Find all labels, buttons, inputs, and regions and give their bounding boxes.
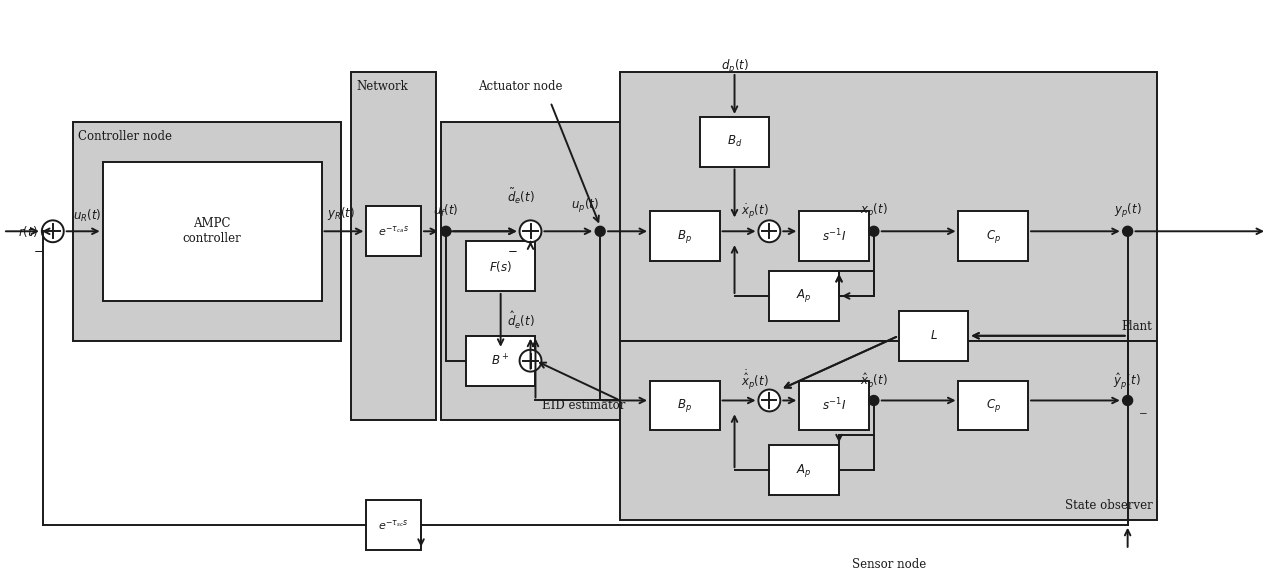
Text: $\hat{d}_e(t)$: $\hat{d}_e(t)$ xyxy=(507,310,534,331)
Text: $-$: $-$ xyxy=(507,243,517,256)
Circle shape xyxy=(759,220,780,242)
Text: $\hat{x}_p(t)$: $\hat{x}_p(t)$ xyxy=(860,371,887,390)
Text: $A_p$: $A_p$ xyxy=(797,288,812,304)
Circle shape xyxy=(42,220,64,242)
FancyBboxPatch shape xyxy=(649,211,719,261)
Text: $e^{-\tau_{ca}s}$: $e^{-\tau_{ca}s}$ xyxy=(379,224,409,238)
Text: $F(s)$: $F(s)$ xyxy=(489,259,512,274)
Circle shape xyxy=(595,227,605,236)
FancyBboxPatch shape xyxy=(72,122,342,341)
Text: Plant: Plant xyxy=(1122,320,1153,333)
Text: $r(t)$: $r(t)$ xyxy=(18,224,38,239)
Text: $u_p(t)$: $u_p(t)$ xyxy=(572,198,599,216)
Circle shape xyxy=(441,227,451,236)
FancyBboxPatch shape xyxy=(465,336,535,386)
Text: $y_R(t)$: $y_R(t)$ xyxy=(328,205,356,222)
FancyBboxPatch shape xyxy=(769,445,839,495)
FancyBboxPatch shape xyxy=(366,206,421,256)
FancyBboxPatch shape xyxy=(649,381,719,431)
Circle shape xyxy=(520,350,541,372)
Circle shape xyxy=(1122,227,1132,236)
Text: Controller node: Controller node xyxy=(78,130,172,143)
Circle shape xyxy=(759,389,780,411)
Text: $L$: $L$ xyxy=(929,329,938,342)
FancyBboxPatch shape xyxy=(441,122,630,421)
Text: $B_d$: $B_d$ xyxy=(727,134,742,149)
Text: $y_p(t)$: $y_p(t)$ xyxy=(1113,202,1141,220)
Text: $x_p(t)$: $x_p(t)$ xyxy=(860,202,887,220)
FancyBboxPatch shape xyxy=(799,381,869,431)
Text: $\hat{y}_p(t)$: $\hat{y}_p(t)$ xyxy=(1112,371,1140,390)
Text: $-$: $-$ xyxy=(1138,408,1148,417)
Circle shape xyxy=(1122,396,1132,406)
FancyBboxPatch shape xyxy=(799,211,869,261)
Text: $\dot{x}_p(t)$: $\dot{x}_p(t)$ xyxy=(741,202,768,221)
Text: $C_p$: $C_p$ xyxy=(986,228,1000,245)
FancyBboxPatch shape xyxy=(103,162,322,301)
Text: Actuator node: Actuator node xyxy=(478,81,563,94)
Circle shape xyxy=(869,227,878,236)
Text: AMPC
controller: AMPC controller xyxy=(183,217,241,245)
Text: $s^{-1}I$: $s^{-1}I$ xyxy=(822,397,846,414)
FancyBboxPatch shape xyxy=(899,311,969,361)
Text: $u_R(t)$: $u_R(t)$ xyxy=(74,209,102,224)
Circle shape xyxy=(869,396,878,406)
Text: $B^+$: $B^+$ xyxy=(492,353,510,368)
FancyBboxPatch shape xyxy=(769,271,839,321)
Text: $e^{-\tau_{sc}s}$: $e^{-\tau_{sc}s}$ xyxy=(379,518,409,532)
Text: $B_p$: $B_p$ xyxy=(677,228,693,245)
Text: Network: Network xyxy=(356,80,408,93)
Text: $A_p$: $A_p$ xyxy=(797,462,812,479)
Text: $d_p(t)$: $d_p(t)$ xyxy=(721,58,749,76)
Text: $\tilde{d}_e(t)$: $\tilde{d}_e(t)$ xyxy=(507,187,534,206)
Text: $-$: $-$ xyxy=(33,243,43,256)
Text: State observer: State observer xyxy=(1065,499,1153,512)
Text: $\dot{\hat{x}}_p(t)$: $\dot{\hat{x}}_p(t)$ xyxy=(741,369,768,392)
Circle shape xyxy=(520,220,541,242)
Text: $s^{-1}I$: $s^{-1}I$ xyxy=(822,228,846,245)
FancyBboxPatch shape xyxy=(700,117,769,167)
Text: $B_p$: $B_p$ xyxy=(677,397,693,414)
Text: Sensor node: Sensor node xyxy=(852,558,925,571)
FancyBboxPatch shape xyxy=(465,241,535,291)
Text: EID estimator: EID estimator xyxy=(541,399,625,413)
Text: $u_f(t)$: $u_f(t)$ xyxy=(433,203,459,220)
FancyBboxPatch shape xyxy=(958,381,1028,431)
Text: $C_p$: $C_p$ xyxy=(986,397,1000,414)
FancyBboxPatch shape xyxy=(620,72,1158,341)
FancyBboxPatch shape xyxy=(351,72,436,421)
FancyBboxPatch shape xyxy=(958,211,1028,261)
FancyBboxPatch shape xyxy=(620,341,1158,520)
FancyBboxPatch shape xyxy=(366,500,421,550)
